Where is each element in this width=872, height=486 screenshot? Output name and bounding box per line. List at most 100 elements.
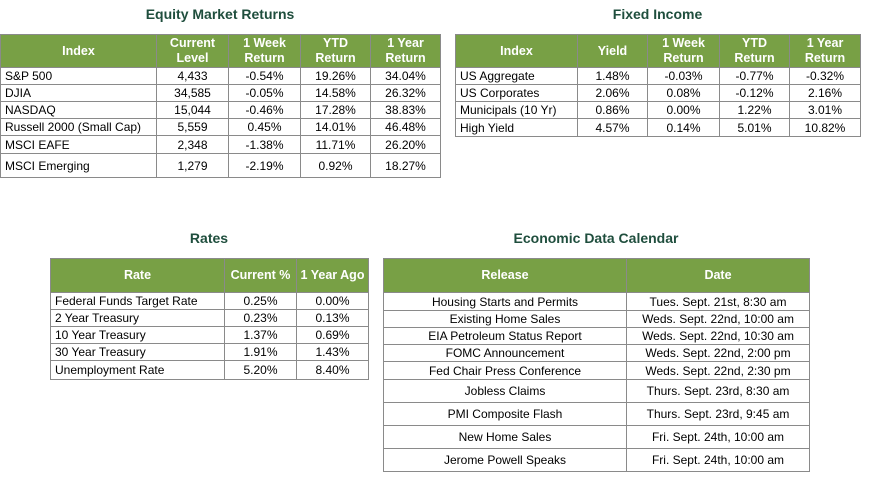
header-ytd-return: YTD Return	[300, 34, 371, 68]
yield: 4.57%	[577, 118, 648, 137]
current-rate: 0.23%	[224, 309, 297, 327]
index-name: Municipals (10 Yr)	[455, 101, 578, 119]
rate-name: Federal Funds Target Rate	[50, 292, 225, 310]
index-name: US Corporates	[455, 84, 578, 102]
table-row: Federal Funds Target Rate 0.25% 0.00%	[50, 292, 369, 310]
fixed-income-title: Fixed Income	[612, 6, 703, 22]
rate-name: 30 Year Treasury	[50, 343, 225, 361]
release-name: PMI Composite Flash	[383, 402, 627, 426]
table-row: MSCI EAFE 2,348 -1.38% 11.71% 26.20%	[0, 135, 441, 154]
current-level: 34,585	[156, 84, 229, 102]
release-date: Thurs. Sept. 23rd, 8:30 am	[626, 379, 810, 403]
index-name: S&P 500	[0, 67, 157, 85]
year-return: 3.01%	[789, 101, 861, 119]
yield: 0.86%	[577, 101, 648, 119]
rate-name: 10 Year Treasury	[50, 326, 225, 344]
release-name: FOMC Announcement	[383, 344, 627, 362]
year-return: 38.83%	[370, 101, 441, 119]
table-row: High Yield 4.57% 0.14% 5.01% 10.82%	[455, 118, 861, 137]
ytd-return: 5.01%	[719, 118, 790, 137]
week-return: -0.54%	[228, 67, 301, 85]
header-release: Release	[383, 258, 627, 293]
week-return: 0.45%	[228, 118, 301, 136]
table-row: EIA Petroleum Status Report Weds. Sept. 2…	[383, 327, 810, 345]
ytd-return: -0.12%	[719, 84, 790, 102]
header-1-year-return: 1 Year Return	[789, 34, 861, 68]
yield: 2.06%	[577, 84, 648, 102]
index-name: NASDAQ	[0, 101, 157, 119]
release-name: Existing Home Sales	[383, 310, 627, 328]
release-name: Jerome Powell Speaks	[383, 448, 627, 472]
rates-table: Rate Current % 1 Year Ago Federal Funds …	[50, 258, 369, 380]
current-rate: 5.20%	[224, 360, 297, 380]
header-1-year-return: 1 Year Return	[370, 34, 441, 68]
table-row: S&P 500 4,433 -0.54% 19.26% 34.04%	[0, 67, 441, 85]
calendar-table: Release Date Housing Starts and Permits T…	[383, 258, 810, 472]
week-return: -2.19%	[228, 153, 301, 178]
rate-name: 2 Year Treasury	[50, 309, 225, 327]
year-return: 18.27%	[370, 153, 441, 178]
header-ytd-return: YTD Return	[719, 34, 790, 68]
year-return: 34.04%	[370, 67, 441, 85]
table-row: Unemployment Rate 5.20% 8.40%	[50, 360, 369, 380]
week-return: 0.00%	[647, 101, 720, 119]
ytd-return: 14.58%	[300, 84, 371, 102]
ytd-return: 0.92%	[300, 153, 371, 178]
header-index: Index	[455, 34, 578, 68]
ytd-return: 17.28%	[300, 101, 371, 119]
current-level: 4,433	[156, 67, 229, 85]
table-row: NASDAQ 15,044 -0.46% 17.28% 38.83%	[0, 101, 441, 119]
year-ago-rate: 0.00%	[296, 292, 369, 310]
equity-title: Equity Market Returns	[145, 6, 295, 22]
index-name: US Aggregate	[455, 67, 578, 85]
release-date: Weds. Sept. 22nd, 2:30 pm	[626, 361, 810, 380]
index-name: MSCI EAFE	[0, 135, 157, 154]
release-name: New Home Sales	[383, 425, 627, 449]
header-1-year-ago: 1 Year Ago	[296, 258, 369, 293]
release-date: Weds. Sept. 22nd, 10:00 am	[626, 310, 810, 328]
week-return: -0.05%	[228, 84, 301, 102]
release-name: Jobless Claims	[383, 379, 627, 403]
table-row: New Home Sales Fri. Sept. 24th, 10:00 am	[383, 425, 810, 449]
ytd-return: 19.26%	[300, 67, 371, 85]
index-name: DJIA	[0, 84, 157, 102]
week-return: -1.38%	[228, 135, 301, 154]
table-row: Jobless Claims Thurs. Sept. 23rd, 8:30 am	[383, 379, 810, 403]
equity-table: Index Current Level 1 Week Return YTD Re…	[0, 34, 441, 178]
header-current-percent: Current %	[224, 258, 297, 293]
current-level: 2,348	[156, 135, 229, 154]
header-rate: Rate	[50, 258, 225, 293]
table-row: MSCI Emerging 1,279 -2.19% 0.92% 18.27%	[0, 153, 441, 178]
release-date: Fri. Sept. 24th, 10:00 am	[626, 448, 810, 472]
current-rate: 1.91%	[224, 343, 297, 361]
header-date: Date	[626, 258, 810, 293]
release-date: Fri. Sept. 24th, 10:00 am	[626, 425, 810, 449]
release-name: EIA Petroleum Status Report	[383, 327, 627, 345]
year-return: 46.48%	[370, 118, 441, 136]
release-date: Thurs. Sept. 23rd, 9:45 am	[626, 402, 810, 426]
calendar-title: Economic Data Calendar	[513, 230, 679, 246]
current-level: 15,044	[156, 101, 229, 119]
table-row: Russell 2000 (Small Cap) 5,559 0.45% 14.01%…	[0, 118, 441, 136]
index-name: MSCI Emerging	[0, 153, 157, 178]
week-return: 0.14%	[647, 118, 720, 137]
year-return: 2.16%	[789, 84, 861, 102]
yield: 1.48%	[577, 67, 648, 85]
ytd-return: 1.22%	[719, 101, 790, 119]
table-row: Jerome Powell Speaks Fri. Sept. 24th, 10:…	[383, 448, 810, 472]
year-return: 10.82%	[789, 118, 861, 137]
table-row: 2 Year Treasury 0.23% 0.13%	[50, 309, 369, 327]
index-name: High Yield	[455, 118, 578, 137]
year-return: 26.32%	[370, 84, 441, 102]
current-rate: 0.25%	[224, 292, 297, 310]
week-return: -0.03%	[647, 67, 720, 85]
year-ago-rate: 0.13%	[296, 309, 369, 327]
ytd-return: -0.77%	[719, 67, 790, 85]
table-row: US Corporates 2.06% 0.08% -0.12% 2.16%	[455, 84, 861, 102]
header-1-week-return: 1 Week Return	[228, 34, 301, 68]
year-ago-rate: 1.43%	[296, 343, 369, 361]
table-row: 10 Year Treasury 1.37% 0.69%	[50, 326, 369, 344]
current-level: 5,559	[156, 118, 229, 136]
ytd-return: 14.01%	[300, 118, 371, 136]
release-name: Housing Starts and Permits	[383, 292, 627, 311]
